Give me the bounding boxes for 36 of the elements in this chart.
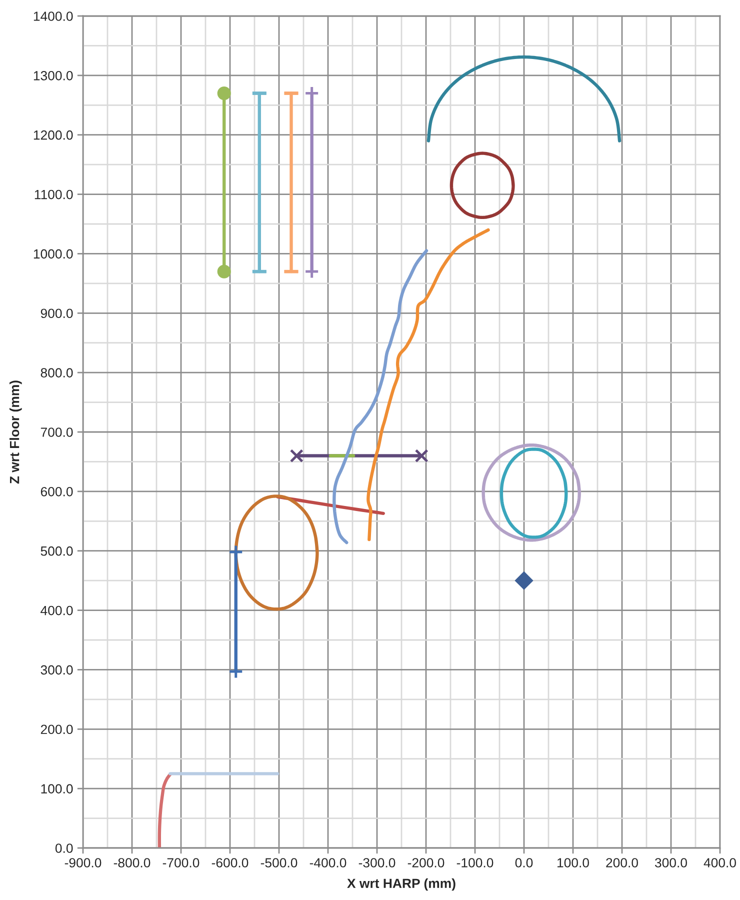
x-tick-label: -400.0 <box>310 858 346 868</box>
x-tick-label: -200.0 <box>408 858 444 868</box>
point <box>414 448 428 463</box>
x-tick-label: -600.0 <box>212 858 248 868</box>
x-tick-label: 100.0 <box>558 858 589 868</box>
x-tick-label: -300.0 <box>358 858 396 868</box>
y-tick-label: 1200.0 <box>34 130 73 140</box>
y-tick-label: 200.0 <box>40 724 73 734</box>
y-tick-label: 900.0 <box>40 308 73 318</box>
x-tick-label: -800.0 <box>114 858 150 868</box>
y-tick-label: 1400.0 <box>34 12 73 21</box>
x-tick-label: -700.0 <box>162 858 200 868</box>
x-tick-label: -900.0 <box>64 858 102 868</box>
x-tick-label: 400.0 <box>704 858 736 868</box>
x-axis-title: X wrt HARP (mm) <box>347 878 456 891</box>
x-tick-label: 300.0 <box>654 858 687 868</box>
point <box>217 264 231 278</box>
y-tick-label: 1100.0 <box>34 190 73 200</box>
point <box>514 571 534 590</box>
y-tick-label: 700.0 <box>40 428 73 437</box>
y-tick-label: 1000.0 <box>34 249 73 259</box>
x-tick-label: -500.0 <box>260 858 298 868</box>
y-tick-label: 400.0 <box>40 606 73 616</box>
y-tick-label: 0.0 <box>55 844 73 853</box>
x-tick-label: 200.0 <box>606 858 638 868</box>
y-axis-title: Z wrt Floor (mm) <box>10 380 22 484</box>
y-tick-label: 800.0 <box>40 368 73 378</box>
point <box>217 86 231 100</box>
y-tick-label: 1300.0 <box>34 70 73 80</box>
y-tick-label: 500.0 <box>40 546 73 556</box>
x-tick-label: 0.0 <box>515 858 533 868</box>
point <box>290 448 304 463</box>
y-tick-label: 300.0 <box>40 665 73 675</box>
y-tick-label: 600.0 <box>40 486 73 496</box>
x-tick-label: -100.0 <box>456 858 494 868</box>
y-tick-label: 100.0 <box>41 784 73 794</box>
